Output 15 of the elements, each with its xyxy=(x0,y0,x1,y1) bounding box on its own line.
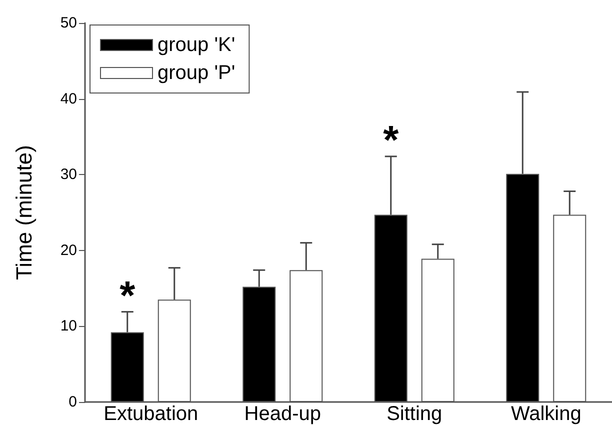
x-tick-label: Head-up xyxy=(244,403,321,425)
y-tick-label: 40 xyxy=(60,90,77,108)
x-tick-label: Walking xyxy=(510,403,582,425)
legend-label: group 'K' xyxy=(158,34,236,56)
legend-label: group 'P' xyxy=(158,62,236,84)
x-tick-label: Extubation xyxy=(104,403,198,425)
x-tick-label: Sitting xyxy=(386,403,442,425)
y-tick-label: 10 xyxy=(60,318,77,335)
data-label: * xyxy=(383,118,400,162)
y-tick-label: 0 xyxy=(68,394,77,410)
data-label: * xyxy=(120,274,136,318)
y-tick-label: 20 xyxy=(60,242,77,259)
y-tick-label: 30 xyxy=(60,166,77,184)
y-axis-title: Time (minute) xyxy=(12,145,36,280)
y-tick-label: 50 xyxy=(60,14,77,32)
